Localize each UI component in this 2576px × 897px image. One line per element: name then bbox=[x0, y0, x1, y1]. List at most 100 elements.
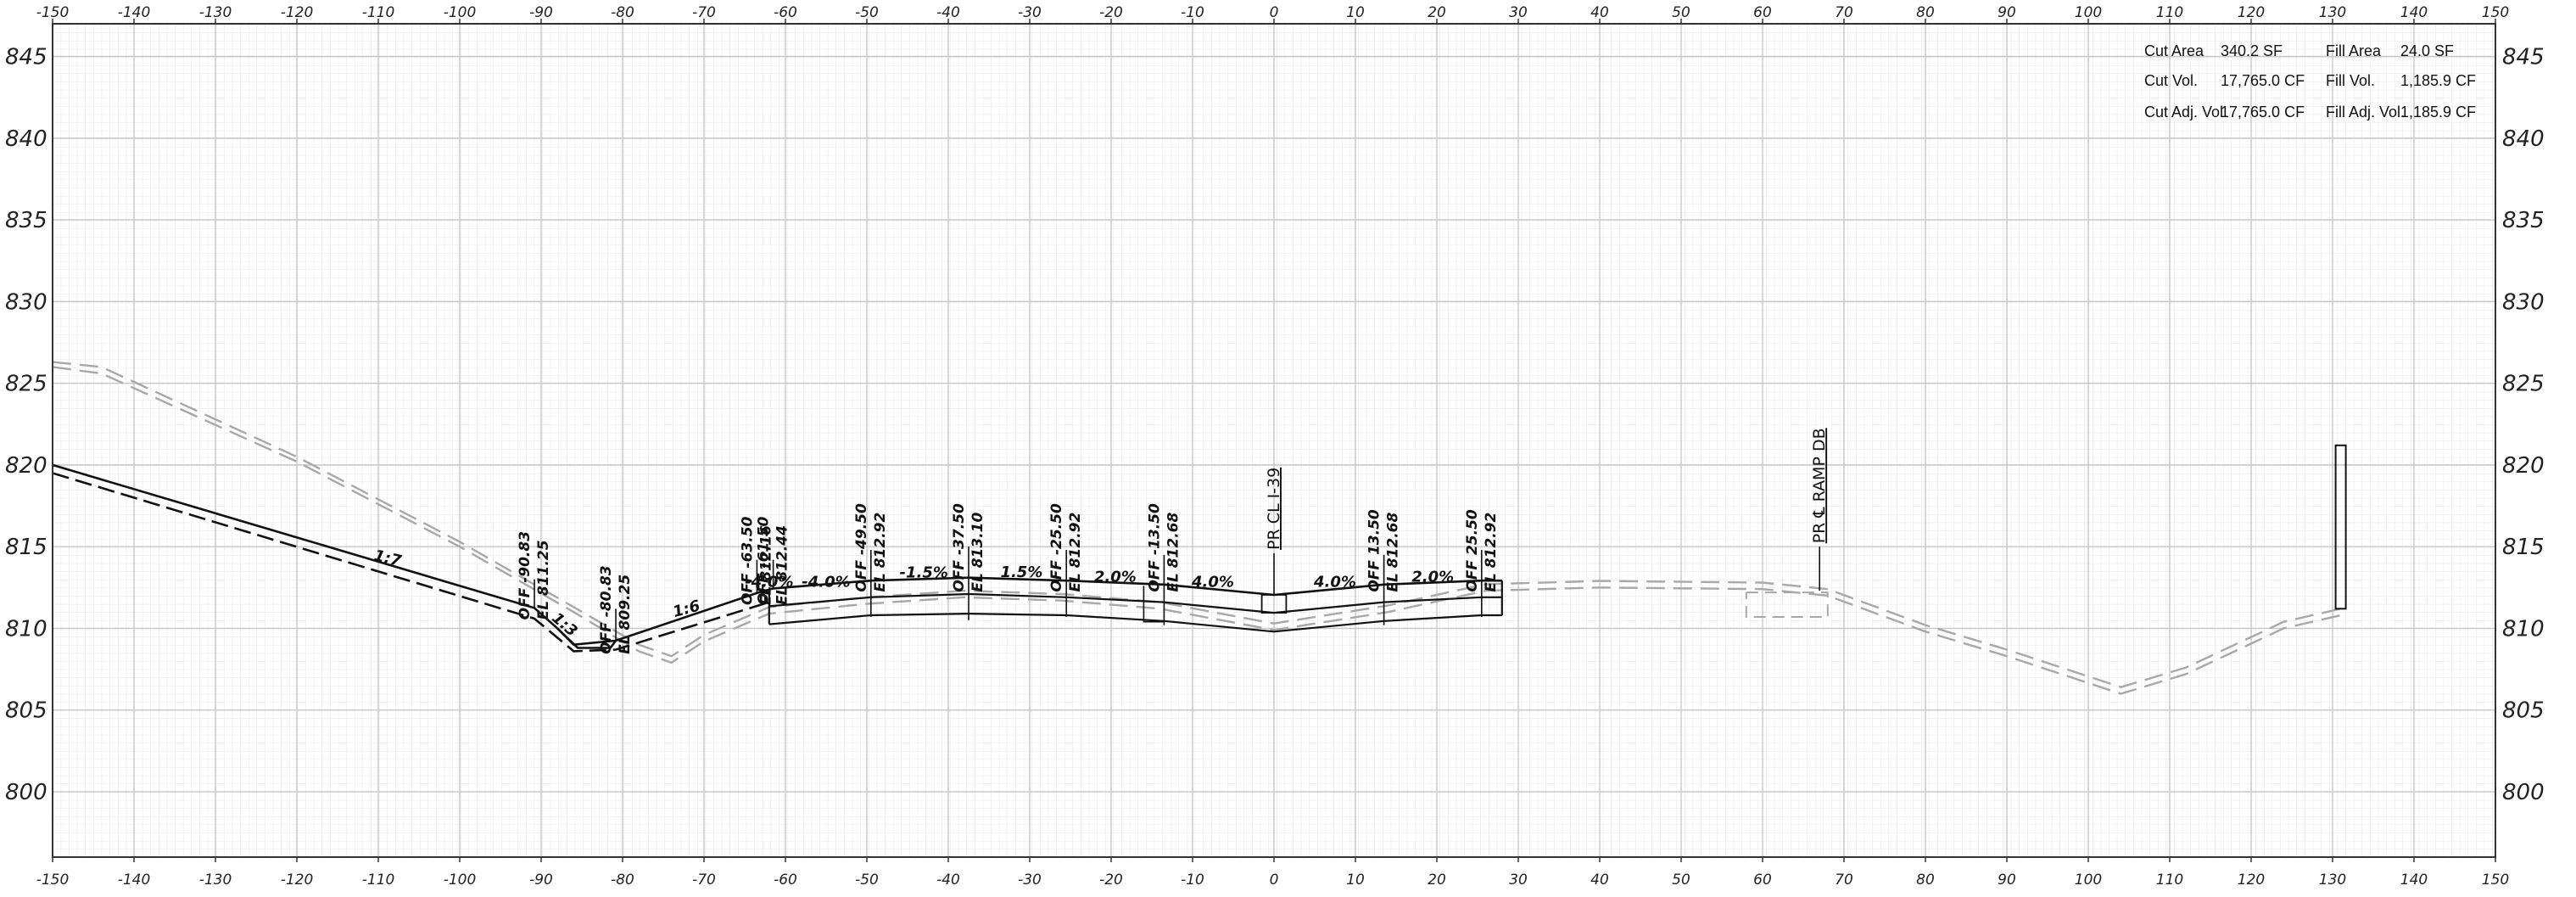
x-tick-label-bottom: 110 bbox=[2156, 872, 2183, 889]
x-tick-label-top: -70 bbox=[692, 4, 716, 21]
x-tick-label-top: 10 bbox=[1346, 4, 1365, 21]
x-tick-label-bottom: 130 bbox=[2319, 872, 2346, 889]
y-tick-label-left: 830 bbox=[5, 289, 47, 315]
slope-label: 4.0% bbox=[1313, 573, 1356, 591]
y-axis-left: 845 840 835 830 825 820 815 810 805 800 bbox=[5, 45, 47, 805]
slope-label: 2.0% bbox=[1094, 569, 1137, 586]
offset-label: OFF -80.83 bbox=[598, 565, 615, 653]
x-tick-label-bottom: 0 bbox=[1270, 872, 1279, 889]
x-tick-label-bottom: 10 bbox=[1346, 872, 1365, 889]
x-tick-label-bottom: 60 bbox=[1753, 872, 1772, 889]
slope-label: 2.0% bbox=[1411, 569, 1454, 586]
x-tick-label-bottom: -50 bbox=[855, 872, 879, 889]
offset-label: OFF -90.83 bbox=[517, 531, 534, 619]
x-tick-label-bottom: -20 bbox=[1099, 872, 1123, 889]
elevation-label: EL 812.68 bbox=[1385, 513, 1402, 592]
y-tick-label-left: 835 bbox=[5, 208, 47, 233]
offset-label-group: OFF -61.50 EL 812.44 bbox=[756, 516, 791, 605]
x-tick-label-top: 90 bbox=[1998, 4, 2016, 21]
slope-label: -4.0% bbox=[802, 573, 850, 591]
x-tick-label-bottom: 70 bbox=[1835, 872, 1853, 889]
x-tick-label-top: 40 bbox=[1590, 4, 1609, 21]
slope-label: -1.5% bbox=[899, 564, 947, 582]
x-tick-label-top: -150 bbox=[36, 4, 70, 21]
x-tick-label-bottom: -110 bbox=[362, 872, 395, 889]
x-tick-label-bottom: -10 bbox=[1181, 872, 1204, 889]
x-tick-label-top: 100 bbox=[2075, 4, 2102, 21]
x-tick-label-top: 0 bbox=[1270, 4, 1279, 21]
x-tick-label-top: -100 bbox=[444, 4, 477, 21]
existing-ground-line-lower bbox=[52, 366, 2341, 695]
offset-label: OFF 13.50 bbox=[1366, 509, 1383, 592]
x-tick-label-bottom: -30 bbox=[1018, 872, 1042, 889]
elevation-label: EL 812.44 bbox=[774, 525, 791, 605]
ditch-bottom bbox=[556, 627, 617, 649]
offset-label: OFF -37.50 bbox=[951, 503, 968, 592]
offset-label-group: OFF 25.50 EL 812.92 bbox=[1464, 509, 1500, 592]
x-tick-label-top: 150 bbox=[2482, 4, 2509, 21]
offset-label-group: OFF 13.50 EL 812.68 bbox=[1366, 509, 1402, 592]
fill-vol-value: 1,185.9 CF bbox=[2400, 72, 2476, 89]
offset-label-group: OFF -25.50 EL 812.92 bbox=[1048, 503, 1084, 592]
slope-label: 4.0% bbox=[1191, 573, 1234, 591]
elevation-label: EL 812.92 bbox=[1067, 513, 1084, 592]
y-tick-label-left: 800 bbox=[5, 780, 47, 805]
x-tick-label-top: -20 bbox=[1099, 4, 1123, 21]
x-axis-bottom: -150 -140 -130 -120 -110 -100 -90 -80 -70 -60 -50-… bbox=[36, 857, 2509, 889]
x-tick-label-top: 60 bbox=[1753, 4, 1772, 21]
x-tick-label-bottom: -40 bbox=[936, 872, 960, 889]
x-axis-top: -150 -140 -130 -120 -110 -100 -90 -80 -70 -60 -50-… bbox=[36, 4, 2509, 24]
fill-adj-vol-value: 1,185.9 CF bbox=[2400, 104, 2476, 121]
offset-label: OFF -61.50 bbox=[756, 516, 773, 605]
y-tick-label-right: 815 bbox=[2502, 535, 2545, 560]
x-tick-label-top: 30 bbox=[1509, 4, 1528, 21]
x-tick-label-bottom: 90 bbox=[1998, 872, 2016, 889]
x-tick-label-top: 20 bbox=[1428, 4, 1446, 21]
y-tick-label-right: 840 bbox=[2502, 126, 2545, 152]
elevation-label: EL 812.92 bbox=[1483, 513, 1500, 592]
offset-label: OFF -49.50 bbox=[853, 503, 870, 592]
x-tick-label-bottom: 30 bbox=[1509, 872, 1528, 889]
y-tick-label-left: 815 bbox=[5, 535, 47, 560]
x-tick-label-top: 70 bbox=[1835, 4, 1853, 21]
y-tick-label-right: 810 bbox=[2502, 616, 2545, 642]
cut-adj-vol-label: Cut Adj. Vol. bbox=[2144, 104, 2227, 121]
fill-adj-vol-label: Fill Adj. Vol. bbox=[2326, 104, 2405, 121]
ramp-label-group: PR ℄ RAMP DB bbox=[1810, 428, 1829, 543]
offset-label: OFF -25.50 bbox=[1048, 503, 1065, 592]
existing-ground bbox=[52, 361, 2341, 695]
x-tick-label-bottom: 120 bbox=[2238, 872, 2265, 889]
x-tick-label-bottom: 20 bbox=[1428, 872, 1446, 889]
fill-vol-label: Fill Vol. bbox=[2326, 72, 2375, 89]
y-tick-label-right: 800 bbox=[2502, 780, 2545, 805]
y-tick-label-left: 810 bbox=[5, 616, 47, 642]
offset-label-group: OFF -63.50 EL 812.16 bbox=[739, 516, 774, 605]
y-axis-right: 845 840 835 830 825 820 815 810 805 800 bbox=[2502, 45, 2545, 805]
fill-area-value: 24.0 SF bbox=[2400, 42, 2454, 59]
offset-label-group: OFF -13.50 EL 812.68 bbox=[1146, 503, 1182, 592]
x-tick-label-top: -10 bbox=[1181, 4, 1204, 21]
x-tick-label-top: -30 bbox=[1018, 4, 1042, 21]
centerline-label: PR CL I-39 bbox=[1265, 468, 1283, 550]
x-tick-label-top: 140 bbox=[2400, 4, 2428, 21]
x-tick-label-top: -90 bbox=[529, 4, 553, 21]
sheet-border bbox=[52, 23, 2496, 858]
x-tick-label-bottom: 80 bbox=[1916, 872, 1935, 889]
cut-area-value: 340.2 SF bbox=[2221, 42, 2283, 59]
x-tick-label-bottom: -120 bbox=[281, 872, 314, 889]
x-tick-label-top: -60 bbox=[774, 4, 797, 21]
post-symbol bbox=[2334, 444, 2347, 610]
offset-label: OFF 25.50 bbox=[1464, 509, 1481, 592]
y-tick-label-right: 820 bbox=[2502, 453, 2545, 479]
elevation-label: EL 813.10 bbox=[969, 513, 986, 592]
slope-label: 1.5% bbox=[1000, 563, 1042, 581]
elevation-label: EL 812.68 bbox=[1165, 513, 1182, 592]
offset-label: OFF -63.50 bbox=[739, 516, 756, 605]
x-tick-label-bottom: 40 bbox=[1590, 872, 1609, 889]
x-tick-label-top: -120 bbox=[281, 4, 314, 21]
cut-adj-vol-value: 17,765.0 CF bbox=[2221, 104, 2305, 121]
y-tick-label-left: 845 bbox=[5, 45, 47, 70]
y-tick-label-right: 845 bbox=[2502, 45, 2545, 70]
y-tick-label-right: 830 bbox=[2502, 289, 2545, 315]
